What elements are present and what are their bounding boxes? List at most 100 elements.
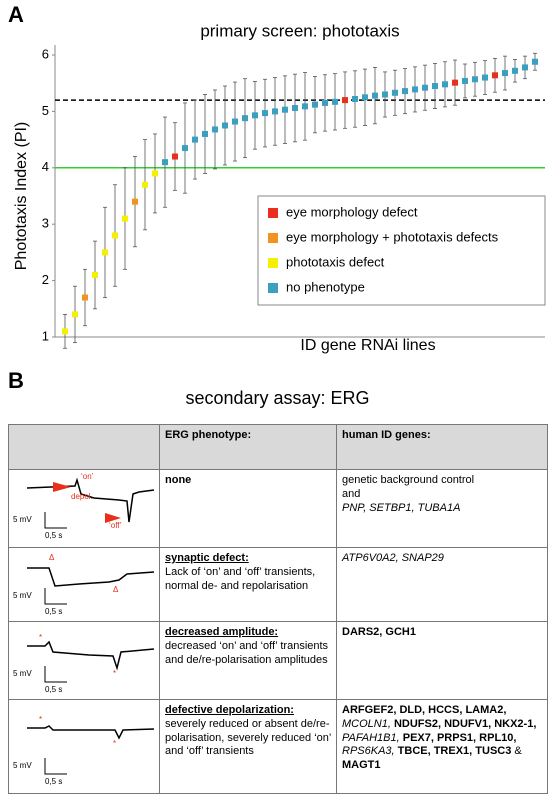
point (162, 159, 168, 166)
point (152, 170, 158, 177)
description: decreased ‘on’ and ‘off’ transients and … (165, 639, 329, 666)
gene-text: DARS2, GCH1 (342, 626, 416, 638)
erg-table: ERG phenotype: human ID genes: ‘on’ depol… (8, 424, 548, 794)
x-axis-label: ID gene RNAi lines (300, 337, 435, 354)
table-row: * * 5 mV 0,5 s decreased amplitude: decre… (8, 621, 548, 700)
point (382, 91, 388, 98)
point (192, 136, 198, 143)
point (472, 76, 478, 83)
header-row: ERG phenotype: human ID genes: (8, 424, 548, 470)
gene-text: MAGT1 (342, 759, 381, 771)
point (212, 126, 218, 133)
point (402, 88, 408, 95)
point (312, 101, 318, 108)
scale-label: 5 mV (13, 761, 32, 770)
point (72, 311, 78, 318)
panel-letter: A (8, 2, 24, 27)
legend-label: phototaxis defect (286, 254, 385, 269)
point (92, 271, 98, 278)
point (362, 94, 368, 101)
trace-label: Δ (49, 553, 55, 562)
gene-text: ATP6V0A2, SNAP29 (342, 552, 444, 564)
point (412, 86, 418, 93)
legend-swatch (268, 283, 278, 293)
point (342, 97, 348, 104)
y-tick-label: 3 (42, 216, 49, 231)
scale-label: 5 mV (13, 669, 32, 678)
trace-label: depol. (71, 492, 93, 501)
point (392, 89, 398, 96)
erg-trace: * * 5 mV 0,5 s (13, 715, 155, 786)
point (262, 110, 268, 117)
point (132, 198, 138, 205)
y-tick-label: 5 (42, 103, 49, 118)
table-row: ‘on’ depol. ‘off’ 5 mV 0,5 s none geneti… (8, 469, 548, 548)
gene-text: and (342, 487, 361, 500)
panel-letter: B (8, 368, 24, 393)
trace-label: * (39, 715, 42, 724)
phenotype: decreased amplitude: (165, 626, 279, 638)
scale-label: 0,5 s (45, 607, 62, 616)
header-cell: ERG phenotype: (159, 424, 337, 470)
phenotype: synaptic defect: (165, 552, 249, 564)
y-tick-label: 2 (42, 272, 49, 287)
y-tick-label: 6 (42, 46, 49, 61)
y-axis-label: Phototaxis Index (PI) (13, 122, 30, 271)
point (272, 108, 278, 115)
point (172, 153, 178, 160)
point (482, 74, 488, 81)
point (62, 328, 68, 335)
description: severely reduced or absent de/re-polaris… (165, 717, 331, 758)
phenotype: defective depolarization: (165, 704, 294, 716)
erg-trace: * * 5 mV 0,5 s (13, 633, 155, 694)
table-row: * * 5 mV 0,5 s defective depolarization:… (8, 699, 548, 794)
point (102, 249, 108, 256)
legend-label: eye morphology defect (286, 204, 418, 219)
point (112, 232, 118, 239)
point (122, 215, 128, 222)
scale-label: 0,5 s (45, 531, 62, 540)
point (142, 181, 148, 188)
point (292, 105, 298, 112)
point (302, 103, 308, 110)
point (82, 294, 88, 301)
gene-text: NDUFS2, NDUFV1, NKX2-1, (393, 717, 537, 730)
erg-trace: Δ Δ 5 mV 0,5 s (13, 553, 155, 616)
header-cell: human ID genes: (336, 424, 548, 470)
legend-swatch (268, 258, 278, 268)
gene-text: PAFAH1B1, (342, 731, 400, 744)
point (462, 77, 468, 84)
gene-text: PNP, SETBP1, TUBA1A (342, 501, 461, 514)
trace-label: * (113, 669, 116, 678)
point (422, 84, 428, 91)
gene-text: MCOLN1, (342, 717, 391, 730)
y-tick-label: 1 (42, 328, 49, 343)
point (502, 70, 508, 77)
point (352, 95, 358, 102)
legend-label: eye morphology + phototaxis defects (286, 229, 499, 244)
point (282, 106, 288, 113)
point (432, 83, 438, 90)
gene-text: PEX7, PRPS1, RPL10, (402, 731, 517, 744)
panel-title: secondary assay: ERG (185, 388, 370, 408)
point (512, 67, 518, 74)
gene-text: & (514, 745, 522, 758)
scale-label: 0,5 s (45, 685, 62, 694)
legend (257, 195, 546, 306)
point (492, 72, 498, 79)
point (442, 81, 448, 88)
y-tick-label: 4 (42, 159, 49, 174)
scale-label: 5 mV (13, 515, 32, 524)
point (202, 130, 208, 137)
gene-text: ARFGEF2, DLD, HCCS, LAMA2, (342, 704, 507, 716)
legend-label: no phenotype (286, 279, 365, 294)
point (232, 118, 238, 125)
point (522, 64, 528, 71)
point (222, 122, 228, 129)
erg-trace: ‘on’ depol. ‘off’ 5 mV 0,5 s (13, 472, 155, 540)
trace-label: ‘on’ (81, 472, 94, 481)
point (452, 79, 458, 86)
trace-label: * (39, 633, 42, 642)
point (322, 99, 328, 106)
